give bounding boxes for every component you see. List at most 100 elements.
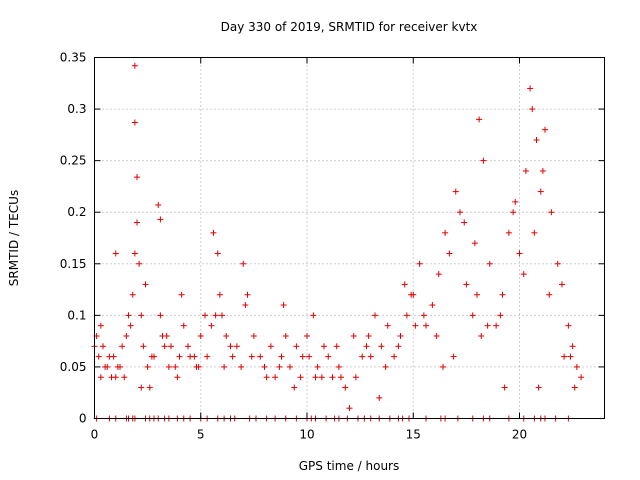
chart-title: Day 330 of 2019, SRMTID for receiver kvt… <box>221 20 478 34</box>
data-point <box>131 62 138 69</box>
data-point <box>314 363 321 370</box>
data-point <box>197 332 204 339</box>
data-point <box>440 363 446 370</box>
data-point <box>129 291 136 298</box>
data-point <box>376 394 383 401</box>
data-point <box>155 201 162 208</box>
data-point <box>180 322 187 329</box>
data-point <box>329 374 336 381</box>
axis-ticks: 0 0.05 0.1 0.15 0.2 0.25 0.3 0.35 0 5 10 15 20 <box>60 51 605 442</box>
data-point <box>229 353 236 360</box>
data-point <box>204 353 211 360</box>
data-point <box>527 85 534 92</box>
data-point <box>178 291 185 298</box>
y-tick-label: 0.1 <box>67 308 86 322</box>
data-point <box>450 353 457 360</box>
grid-lines <box>94 57 605 419</box>
data-point <box>397 332 404 339</box>
data-point <box>97 322 104 329</box>
data-point <box>573 363 580 370</box>
data-point <box>429 302 436 309</box>
data-point <box>384 322 391 329</box>
data-point <box>157 312 164 319</box>
data-point <box>338 374 344 381</box>
x-tick-label: 20 <box>512 428 527 442</box>
data-point <box>457 209 463 216</box>
data-point <box>250 332 257 339</box>
data-point <box>278 353 285 360</box>
data-point <box>505 229 512 236</box>
data-point <box>433 332 440 339</box>
data-point <box>529 106 536 113</box>
x-axis-label: GPS time / hours <box>299 459 400 473</box>
data-point <box>546 291 553 298</box>
data-point <box>474 291 480 298</box>
data-point <box>469 312 476 319</box>
data-point <box>214 250 221 257</box>
data-point <box>306 353 313 360</box>
data-point <box>257 353 264 360</box>
data-point <box>542 126 548 133</box>
data-point <box>554 260 561 267</box>
data-point <box>112 250 119 257</box>
data-point <box>359 353 366 360</box>
data-point <box>127 322 134 329</box>
y-tick-label: 0 <box>79 412 87 426</box>
data-point <box>363 343 370 350</box>
data-point <box>446 250 453 257</box>
data-point <box>212 312 219 319</box>
data-point <box>304 332 310 339</box>
data-point <box>119 343 126 350</box>
data-point <box>142 281 149 288</box>
data-point <box>272 374 279 381</box>
data-point <box>435 271 442 278</box>
data-point <box>117 363 123 370</box>
data-point <box>248 353 255 360</box>
data-point <box>533 137 540 144</box>
data-point <box>210 229 217 236</box>
data-point <box>267 343 274 350</box>
data-point <box>412 322 419 329</box>
data-point <box>520 271 527 278</box>
data-point <box>471 240 478 247</box>
x-tick-label: 10 <box>299 428 314 442</box>
data-point <box>140 343 147 350</box>
data-point <box>146 384 153 391</box>
y-axis-label: SRMTID / TECUs <box>7 190 21 286</box>
data-point <box>134 174 140 181</box>
data-point <box>125 312 132 319</box>
data-point <box>346 405 353 412</box>
data-point <box>559 281 565 288</box>
y-tick-label: 0.25 <box>60 154 87 168</box>
data-point <box>157 216 164 223</box>
data-point <box>499 291 506 298</box>
data-point <box>401 281 408 288</box>
data-point <box>335 363 342 370</box>
data-point <box>569 343 576 350</box>
data-point <box>100 343 106 350</box>
data-point <box>240 260 247 267</box>
data-points <box>91 62 585 422</box>
data-point <box>565 322 572 329</box>
y-tick-label: 0.2 <box>67 205 86 219</box>
data-point <box>321 343 327 350</box>
data-point <box>244 291 251 298</box>
data-point <box>159 332 166 339</box>
data-point <box>293 343 300 350</box>
data-point <box>144 363 151 370</box>
data-point <box>463 281 470 288</box>
data-point <box>578 374 585 381</box>
data-point <box>219 312 225 319</box>
data-point <box>195 363 202 370</box>
data-point <box>131 119 138 126</box>
data-point <box>516 250 523 257</box>
data-point <box>452 188 459 195</box>
data-point <box>342 384 349 391</box>
data-point <box>104 363 111 370</box>
data-point <box>223 332 230 339</box>
data-point <box>110 353 117 360</box>
data-point <box>238 363 245 370</box>
data-point <box>216 291 223 298</box>
data-point <box>561 353 568 360</box>
